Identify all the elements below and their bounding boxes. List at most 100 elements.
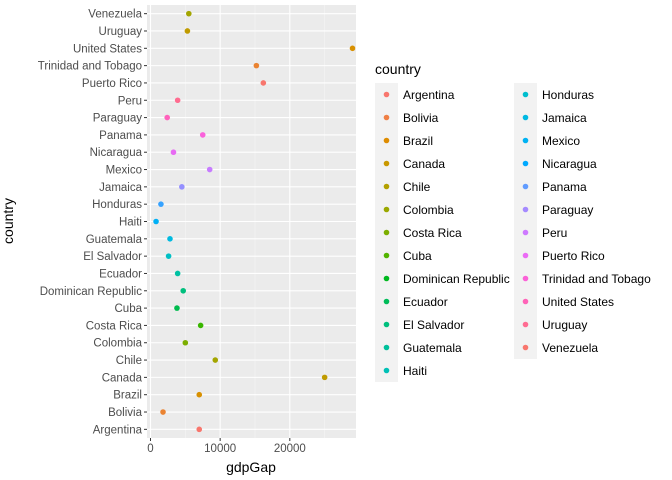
legend-entry-label: Argentina <box>403 88 455 102</box>
legend-marker <box>522 229 529 236</box>
legend-entry-label: Mexico <box>542 134 580 148</box>
data-point <box>174 305 180 311</box>
legend-title: country <box>375 61 421 77</box>
legend-marker <box>383 206 390 213</box>
data-point <box>165 253 172 259</box>
legend-marker <box>383 344 390 351</box>
data-point <box>170 149 177 156</box>
legend-entry-label: Colombia <box>403 203 454 217</box>
data-point <box>184 28 191 34</box>
data-point <box>167 236 173 242</box>
y-tick-label: Venezuela <box>88 9 142 21</box>
y-tick-label: Dominican Republic <box>40 286 143 298</box>
legend-entry-label: United States <box>542 295 614 309</box>
legend-marker <box>522 91 529 98</box>
legend-entry-label: Brazil <box>403 134 433 148</box>
data-point <box>212 357 219 363</box>
legend-marker <box>383 275 390 282</box>
legend-entry-label: Canada <box>403 157 445 171</box>
legend-entry-label: Panama <box>542 180 587 194</box>
y-axis: Argentina Bolivia Brazil Canada Chile Colombi… <box>38 9 147 436</box>
legend-marker <box>383 137 390 144</box>
y-tick-label: Jamaica <box>99 182 142 194</box>
legend-marker <box>522 183 529 190</box>
legend-entry-label: Honduras <box>542 88 594 102</box>
legend-marker <box>383 298 390 305</box>
grid-lines <box>147 5 356 438</box>
legend-entry-label: Puerto Rico <box>542 249 605 263</box>
y-tick-label: Costa Rica <box>86 320 143 332</box>
data-points <box>153 10 356 433</box>
legend-entry-label: Jamaica <box>542 111 587 125</box>
legend-entry-label: Trinidad and Tobago <box>542 272 651 286</box>
y-tick-label: Peru <box>118 95 142 107</box>
y-tick-label: United States <box>73 43 142 55</box>
x-axis: 0 10000 20000 <box>147 438 306 455</box>
y-tick-label: Mexico <box>106 165 142 177</box>
legend-entry-label: Bolivia <box>403 111 439 125</box>
data-point <box>164 114 171 121</box>
y-tick-label: Trinidad and Tobago <box>38 61 142 73</box>
data-point <box>196 426 203 433</box>
legend-marker <box>522 206 529 213</box>
legend-marker <box>383 91 390 98</box>
y-axis-title: country <box>0 198 16 244</box>
legend-entry-label: Chile <box>403 180 431 194</box>
legend-marker <box>383 160 390 167</box>
data-point <box>206 166 213 173</box>
legend-marker <box>522 137 529 144</box>
legend-marker <box>383 229 390 236</box>
y-tick-label: Cuba <box>115 303 143 315</box>
x-tick-label: 10000 <box>204 443 236 455</box>
data-point <box>174 97 181 104</box>
legend-marker <box>383 252 390 259</box>
legend-marker <box>522 321 529 328</box>
data-point <box>349 45 356 52</box>
data-point <box>182 339 189 346</box>
data-point <box>153 218 159 225</box>
data-point <box>160 409 166 415</box>
y-tick-label: Nicaragua <box>90 147 143 159</box>
data-point <box>186 10 192 17</box>
y-tick-label: Honduras <box>92 199 142 211</box>
legend-entry-label: Costa Rica <box>403 226 462 240</box>
legend-entry-label: Nicaragua <box>542 157 597 171</box>
legend-entry-label: El Salvador <box>403 318 464 332</box>
y-tick-label: Puerto Rico <box>82 78 142 90</box>
data-point <box>174 270 181 277</box>
y-tick-label: Haiti <box>119 217 142 229</box>
legend-entry-label: Haiti <box>403 364 427 378</box>
y-tick-label: Uruguay <box>99 26 143 38</box>
legend-marker <box>522 114 529 121</box>
x-axis-title: gdpGap <box>226 459 276 475</box>
x-tick-label: 20000 <box>274 443 306 455</box>
y-tick-label: Ecuador <box>99 268 142 280</box>
data-point <box>260 80 267 86</box>
legend-marker <box>383 114 390 121</box>
y-tick-label: Paraguay <box>93 113 142 125</box>
legend-marker <box>522 252 529 259</box>
y-tick-label: Panama <box>99 130 142 142</box>
data-point <box>199 132 206 138</box>
data-point <box>253 62 260 69</box>
legend-marker <box>522 298 529 305</box>
y-tick-label: Chile <box>116 355 142 367</box>
legend-marker <box>522 344 529 351</box>
legend-entry-label: Cuba <box>403 249 432 263</box>
y-tick-label: Colombia <box>93 338 142 350</box>
y-tick-label: Brazil <box>113 390 142 402</box>
legend-entry-label: Peru <box>542 226 567 240</box>
data-point <box>158 201 164 207</box>
legend-entry-label: Uruguay <box>542 318 587 332</box>
y-tick-label: Guatemala <box>86 234 143 246</box>
y-tick-label: Argentina <box>93 424 143 436</box>
legend-marker <box>383 183 390 190</box>
legend-entry-label: Venezuela <box>542 341 598 355</box>
legend: country Argentina Bolivia Brazil Canada Chil… <box>375 61 651 382</box>
legend-marker <box>383 321 390 328</box>
legend-entry-label: Ecuador <box>403 295 448 309</box>
data-point <box>197 322 204 329</box>
data-point <box>321 374 328 381</box>
legend-entry-label: Guatemala <box>403 341 462 355</box>
